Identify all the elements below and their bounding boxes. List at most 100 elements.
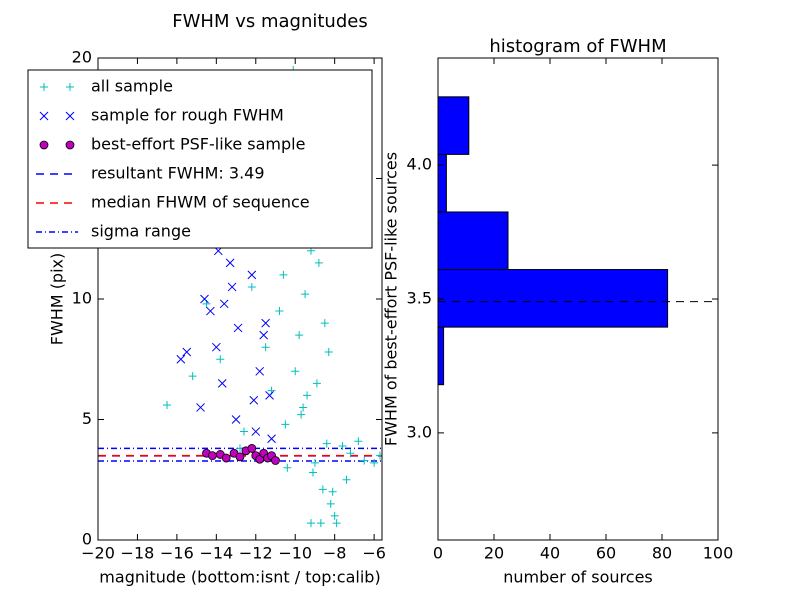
- x-tick-label: 0: [433, 544, 443, 563]
- point: [376, 451, 382, 460]
- point: [239, 427, 248, 436]
- x-axis-label: magnitude (bottom:isnt / top:calib): [99, 568, 380, 587]
- legend-marker: [66, 83, 74, 91]
- chart-title: histogram of FWHM: [489, 36, 666, 57]
- point: [225, 258, 235, 268]
- x-tick-label: −16: [160, 544, 194, 563]
- y-tick-label: 4.0: [407, 155, 432, 174]
- x-tick-label: 40: [540, 544, 560, 563]
- point: [207, 451, 217, 461]
- point: [295, 331, 304, 340]
- y-tick-label: 20: [72, 48, 92, 67]
- bar: [438, 96, 470, 155]
- x-tick-label: 80: [652, 544, 672, 563]
- point: [324, 348, 333, 357]
- point: [275, 307, 284, 316]
- y-tick-label: 5: [82, 409, 92, 428]
- point: [330, 511, 339, 520]
- legend-label: sample for rough FWHM: [91, 106, 284, 125]
- point: [163, 401, 172, 410]
- point: [360, 456, 369, 465]
- point: [211, 342, 221, 352]
- legend-label: median FHWM of sequence: [91, 193, 310, 212]
- plot-area: [438, 96, 718, 386]
- point: [233, 323, 243, 333]
- point: [303, 391, 312, 400]
- y-tick-label: 0: [82, 530, 92, 549]
- point: [259, 330, 269, 340]
- point: [176, 354, 186, 364]
- point: [310, 458, 319, 467]
- legend-label: sigma range: [91, 222, 191, 241]
- point: [320, 319, 329, 328]
- legend-marker: [39, 111, 49, 121]
- y-axis-label: FWHM of best-effort PSF-like sources: [382, 152, 401, 446]
- x-axis-label: number of sources: [503, 568, 653, 587]
- point: [312, 379, 321, 388]
- point: [182, 347, 192, 357]
- point: [291, 367, 300, 376]
- legend-marker: [39, 140, 49, 150]
- point: [247, 282, 256, 291]
- legend-label: resultant FWHM: 3.49: [91, 164, 265, 183]
- point: [196, 403, 205, 412]
- point: [265, 391, 274, 400]
- x-tick-label: −18: [121, 544, 155, 563]
- point: [216, 355, 225, 364]
- y-tick-label: 10: [72, 289, 92, 308]
- point: [261, 343, 270, 352]
- point: [314, 258, 323, 267]
- point: [346, 449, 355, 458]
- bar: [438, 269, 669, 328]
- point: [328, 487, 337, 496]
- point: [249, 395, 259, 405]
- y-axis-label: FWHM (pix): [48, 253, 67, 346]
- legend-marker: [65, 140, 75, 150]
- point: [299, 403, 308, 412]
- point: [301, 290, 310, 299]
- point: [318, 485, 327, 494]
- point: [316, 519, 325, 528]
- bar: [438, 153, 447, 213]
- legend-label: all sample: [91, 77, 173, 96]
- x-tick-label: −20: [81, 544, 115, 563]
- point: [338, 442, 347, 451]
- point: [247, 444, 257, 453]
- legend-box: [27, 69, 373, 249]
- point: [227, 282, 237, 292]
- bar: [438, 326, 445, 386]
- point: [200, 294, 209, 304]
- x-tick-label: −6: [362, 544, 386, 563]
- point: [281, 420, 290, 429]
- chart-title: FWHM vs magnitudes: [172, 11, 367, 32]
- legend-label: best-effort PSF-like sample: [91, 135, 305, 154]
- x-tick-label: −8: [323, 544, 347, 563]
- point: [235, 452, 245, 462]
- point: [188, 372, 197, 381]
- point: [219, 299, 229, 309]
- point: [221, 453, 231, 463]
- x-tick-label: −12: [239, 544, 273, 563]
- point: [307, 519, 315, 528]
- y-tick-label: 3.5: [407, 289, 432, 308]
- point: [308, 468, 317, 477]
- point: [297, 410, 306, 419]
- x-tick-label: −14: [199, 544, 233, 563]
- x-tick-label: −10: [278, 544, 312, 563]
- point: [206, 306, 215, 316]
- point: [326, 499, 335, 508]
- point: [251, 427, 261, 436]
- x-tick-label: 20: [484, 544, 504, 563]
- point: [255, 366, 265, 376]
- point: [342, 475, 351, 484]
- point: [322, 439, 331, 448]
- x-tick-label: 60: [596, 544, 616, 563]
- point: [267, 434, 276, 444]
- point: [354, 437, 363, 446]
- point: [370, 458, 379, 467]
- point: [261, 318, 270, 328]
- point: [283, 463, 292, 472]
- bar: [438, 211, 509, 271]
- y-tick-label: 3.0: [407, 422, 432, 441]
